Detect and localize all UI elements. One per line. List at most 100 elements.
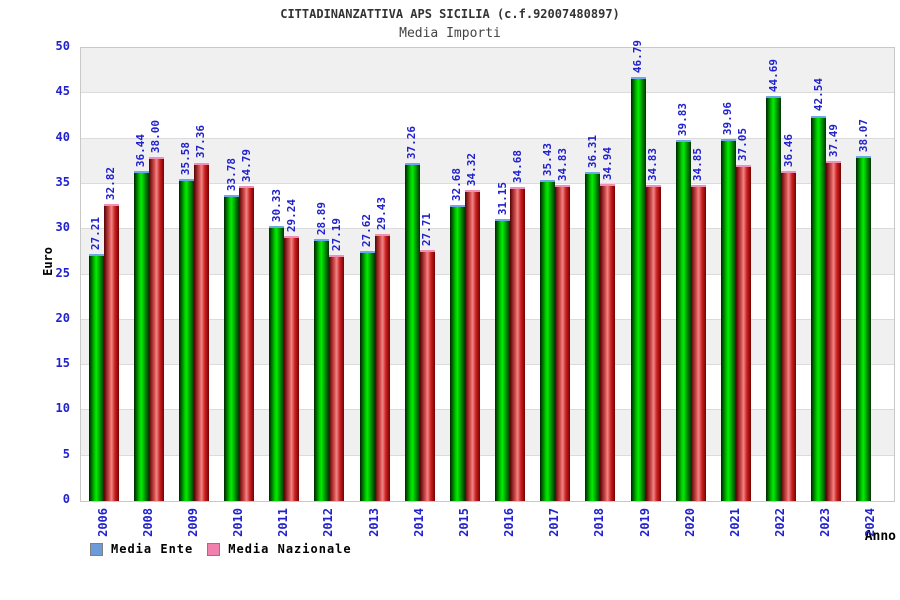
- bar-value-label: 37.36: [194, 125, 208, 159]
- x-tick-label: 2019: [637, 508, 652, 537]
- legend-swatch-media-nazionale-icon: [207, 542, 221, 556]
- bar-value-label: 34.79: [239, 148, 253, 182]
- bar-value-label: 34.94: [600, 147, 614, 181]
- grid-band: [81, 274, 894, 320]
- bar-media-ente: [495, 218, 511, 501]
- y-tick-label: 0: [62, 492, 70, 506]
- bar-media-nazionale: [284, 236, 300, 501]
- chart-subtitle: Media Importi: [399, 26, 501, 41]
- bar-media-nazionale: [781, 170, 797, 501]
- bar-value-label: 36.44: [134, 133, 148, 167]
- bar-value-label: 39.83: [676, 103, 690, 137]
- plot-area: 27.21 32.82 36.44 38.00 35.58 37.36 33.78 34.79…: [80, 40, 895, 502]
- grid-band: [81, 410, 894, 456]
- y-tick-label: 5: [62, 446, 70, 461]
- bar-media-nazionale: [645, 185, 661, 501]
- bar-value-label: 34.83: [555, 148, 569, 182]
- bar-media-ente: [630, 77, 646, 501]
- legend-swatch-media-ente-icon: [90, 542, 103, 556]
- grid-band: [81, 319, 894, 366]
- grid-band: [81, 455, 894, 501]
- bar-value-label: 37.49: [826, 124, 840, 158]
- bar-value-label: 46.79: [631, 39, 645, 74]
- bar-value-label: 35.58: [179, 141, 193, 175]
- x-tick-label: 2013: [366, 508, 381, 537]
- bar-media-nazionale: [419, 249, 435, 501]
- legend: Media Ente Media Nazionale: [90, 541, 366, 557]
- bar-media-ente: [856, 156, 872, 501]
- x-tick-label: 2022: [773, 508, 788, 537]
- gridline: [81, 228, 894, 230]
- x-tick-label: 2020: [682, 508, 697, 537]
- bar-value-label: 42.54: [811, 78, 825, 112]
- bar-media-nazionale: [374, 234, 390, 501]
- x-tick-label: 2014: [411, 508, 426, 537]
- bar-media-ente: [224, 194, 240, 501]
- bar-media-ente: [720, 138, 736, 501]
- gridline: [81, 454, 894, 456]
- y-tick-label: 25: [55, 265, 70, 280]
- y-tick-label: 40: [55, 129, 70, 144]
- bar-media-ente: [811, 115, 827, 501]
- bar-media-ente: [540, 180, 556, 501]
- x-tick-label: 2012: [321, 508, 336, 537]
- y-tick-label: 35: [55, 174, 70, 189]
- bar-media-nazionale: [239, 185, 255, 501]
- bar-value-label: 32.82: [104, 166, 118, 200]
- x-tick-label: 2023: [818, 508, 833, 537]
- grid-band: [81, 138, 894, 184]
- bar-value-label: 39.96: [721, 101, 735, 135]
- bar-media-ente: [314, 239, 330, 501]
- bar-media-nazionale: [148, 156, 164, 501]
- bar-value-label: 27.19: [329, 217, 343, 251]
- x-tick-label: 2009: [185, 508, 200, 537]
- bar-value-label: 27.21: [89, 217, 103, 251]
- bar-value-label: 28.89: [314, 202, 328, 236]
- bar-value-label: 29.24: [284, 198, 298, 233]
- bar-media-ente: [269, 226, 285, 501]
- grid-band: [81, 183, 894, 230]
- chart-title: CITTADINANZATTIVA APS SICILIA (c.f.92007…: [280, 7, 620, 21]
- bar-media-nazionale: [555, 185, 571, 501]
- bar-media-ente: [178, 178, 194, 501]
- bar-media-nazionale: [329, 254, 345, 501]
- gridline: [81, 137, 894, 139]
- bar-media-ente: [585, 172, 601, 501]
- gridline: [81, 273, 894, 275]
- bar-media-nazionale: [103, 203, 119, 501]
- x-tick-label: 2015: [456, 508, 471, 537]
- bar-media-ente: [88, 254, 104, 501]
- bar-media-nazionale: [735, 165, 751, 501]
- bar-value-label: 30.33: [269, 189, 283, 223]
- bar-media-nazionale: [464, 190, 480, 501]
- bar-media-ente: [359, 250, 375, 501]
- gridline: [81, 182, 894, 184]
- bar-value-label: 34.68: [510, 149, 524, 183]
- bar-media-nazionale: [826, 161, 842, 501]
- bar-value-label: 27.62: [360, 213, 374, 247]
- legend-label-media-nazionale: Media Nazionale: [228, 542, 352, 556]
- x-tick-label: 2006: [95, 508, 110, 537]
- bar-value-label: 36.46: [781, 133, 795, 167]
- grid-band: [81, 365, 894, 411]
- gridline: [81, 318, 894, 320]
- x-tick-label: 2021: [727, 508, 742, 537]
- bar-value-label: 38.00: [149, 119, 163, 153]
- x-tick-label: 2010: [231, 508, 246, 537]
- bar-value-label: 31.15: [495, 181, 509, 215]
- x-axis-title: Anno: [864, 529, 896, 544]
- bar-value-label: 27.71: [420, 212, 434, 246]
- bar-value-label: 44.69: [766, 58, 780, 93]
- bar-value-label: 37.26: [405, 126, 419, 160]
- y-tick-label: 15: [55, 356, 70, 371]
- bar-media-ente: [133, 170, 149, 501]
- bar-value-label: 35.43: [540, 142, 554, 177]
- bar-value-label: 34.32: [465, 152, 479, 187]
- bar-media-nazionale: [193, 162, 209, 501]
- bar-media-ente: [675, 140, 691, 501]
- x-tick-label: 2011: [276, 508, 291, 537]
- x-tick-label: 2016: [502, 508, 517, 537]
- bar-media-ente: [404, 163, 420, 501]
- grid-band: [81, 229, 894, 275]
